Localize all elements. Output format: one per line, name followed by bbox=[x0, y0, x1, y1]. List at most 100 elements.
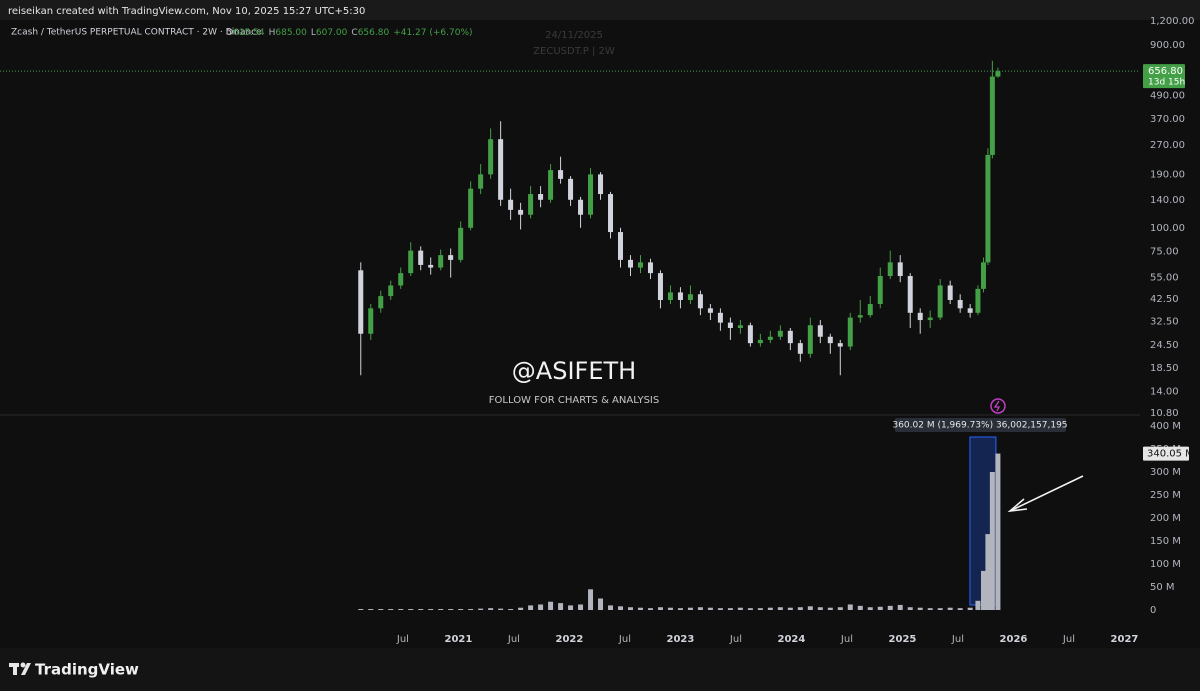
candle-body bbox=[975, 288, 981, 313]
volume-bar bbox=[737, 607, 743, 610]
volume-bar bbox=[608, 605, 614, 610]
y-tick-label: 55.00 bbox=[1150, 273, 1179, 284]
volume-bar bbox=[618, 606, 624, 610]
candle-body bbox=[448, 255, 454, 260]
volume-bar bbox=[995, 453, 1001, 610]
volume-bar bbox=[518, 607, 524, 610]
volume-bar bbox=[887, 605, 893, 610]
candle-body bbox=[588, 174, 594, 215]
volume-bar bbox=[707, 607, 713, 610]
candle-body bbox=[817, 325, 823, 337]
x-tick-label: Jul bbox=[618, 634, 631, 645]
x-tick-label: Jul bbox=[507, 634, 520, 645]
alert-icon-bolt bbox=[993, 400, 1001, 412]
candle-body bbox=[947, 285, 953, 300]
candle-body bbox=[985, 154, 991, 263]
volume-bar bbox=[667, 607, 673, 610]
volume-bar bbox=[548, 601, 554, 610]
ohlc-low: 607.00 bbox=[316, 28, 348, 38]
arrow-head bbox=[1007, 498, 1028, 513]
volume-bar bbox=[717, 608, 723, 610]
volume-bar bbox=[418, 609, 424, 610]
candle-body bbox=[937, 285, 943, 318]
ohlc-h-label: H bbox=[269, 28, 276, 38]
x-tick-label: Jul bbox=[951, 634, 964, 645]
candle-body bbox=[478, 174, 484, 189]
x-tick-label: Jul bbox=[729, 634, 742, 645]
volume-bar bbox=[488, 608, 494, 610]
x-tick-label: 2024 bbox=[778, 634, 806, 645]
last-volume-label: 340.05 M bbox=[1147, 449, 1194, 460]
candle-body bbox=[498, 139, 504, 200]
volume-bar bbox=[837, 607, 843, 610]
ohlc-legend: O615.54 H685.00 L607.00 C656.80 +41.27 (+6.7… bbox=[226, 28, 473, 38]
candle-body bbox=[697, 294, 703, 309]
volume-bar bbox=[677, 608, 683, 610]
candle-body bbox=[358, 270, 364, 334]
volume-bar bbox=[817, 607, 823, 610]
candle-body bbox=[980, 262, 986, 289]
volume-bar bbox=[777, 607, 783, 610]
candle-body bbox=[877, 276, 883, 305]
annotation-note: FOLLOW FOR CHARTS & ANALYSIS bbox=[489, 395, 659, 406]
volume-bar bbox=[747, 608, 753, 610]
candle-body bbox=[667, 292, 673, 300]
x-tick-label: Jul bbox=[1062, 634, 1075, 645]
volume-tick-label: 400 M bbox=[1150, 421, 1181, 432]
candle-body bbox=[995, 71, 1001, 77]
volume-bar bbox=[917, 607, 923, 610]
volume-bar bbox=[438, 609, 444, 610]
candle-body bbox=[647, 262, 653, 274]
volume-bar bbox=[897, 604, 903, 610]
arrow bbox=[1011, 475, 1084, 511]
y-tick-label: 190.00 bbox=[1150, 169, 1185, 180]
x-tick-label: 2027 bbox=[1111, 634, 1139, 645]
candle-body bbox=[428, 264, 434, 268]
candle-body bbox=[627, 259, 633, 268]
x-tick-label: 2023 bbox=[667, 634, 695, 645]
candle-body bbox=[707, 308, 713, 313]
watermark-symbol: ZECUSDT.P | 2W bbox=[533, 46, 615, 57]
candle-body bbox=[907, 276, 913, 313]
volume-bar bbox=[975, 600, 981, 610]
ohlc-o-label: O bbox=[226, 28, 233, 38]
volume-bar bbox=[388, 609, 394, 610]
volume-bar bbox=[368, 609, 374, 610]
volume-bar bbox=[907, 607, 913, 610]
volume-bar bbox=[985, 534, 991, 610]
candle-body bbox=[989, 76, 995, 155]
volume-bar bbox=[727, 608, 733, 610]
candle-body bbox=[777, 330, 783, 337]
volume-bar bbox=[378, 609, 384, 610]
volume-bar bbox=[767, 607, 773, 610]
candle-body bbox=[657, 273, 663, 300]
volume-tick-label: 300 M bbox=[1150, 467, 1181, 478]
y-tick-label: 370.00 bbox=[1150, 114, 1185, 125]
volume-bar bbox=[448, 609, 454, 610]
volume-bar bbox=[428, 609, 434, 610]
watermark-date: 24/11/2025 bbox=[545, 30, 603, 41]
volume-bar bbox=[647, 608, 653, 610]
candle-body bbox=[388, 285, 394, 297]
last-price-badge bbox=[1143, 64, 1185, 89]
header-bar bbox=[0, 0, 1200, 20]
volume-bar bbox=[458, 609, 464, 610]
candle-body bbox=[967, 308, 973, 313]
x-tick-label: 2022 bbox=[556, 634, 584, 645]
volume-bar bbox=[697, 607, 703, 610]
volume-bar bbox=[957, 608, 963, 610]
candle-body bbox=[757, 339, 763, 344]
ohlc-change: +41.27 (+6.70%) bbox=[393, 28, 472, 38]
candle-body bbox=[618, 232, 624, 260]
volume-bar bbox=[867, 607, 873, 610]
volume-bar bbox=[498, 608, 504, 610]
candle-body bbox=[847, 317, 853, 347]
candle-body bbox=[827, 336, 833, 344]
candle-body bbox=[468, 188, 474, 228]
y-tick-label: 140.00 bbox=[1150, 195, 1185, 206]
candle-body bbox=[418, 250, 424, 265]
candle-body bbox=[528, 194, 534, 215]
x-tick-label: Jul bbox=[396, 634, 409, 645]
volume-tick-label: 0 bbox=[1150, 605, 1156, 616]
y-tick-label: 900.00 bbox=[1150, 40, 1185, 51]
